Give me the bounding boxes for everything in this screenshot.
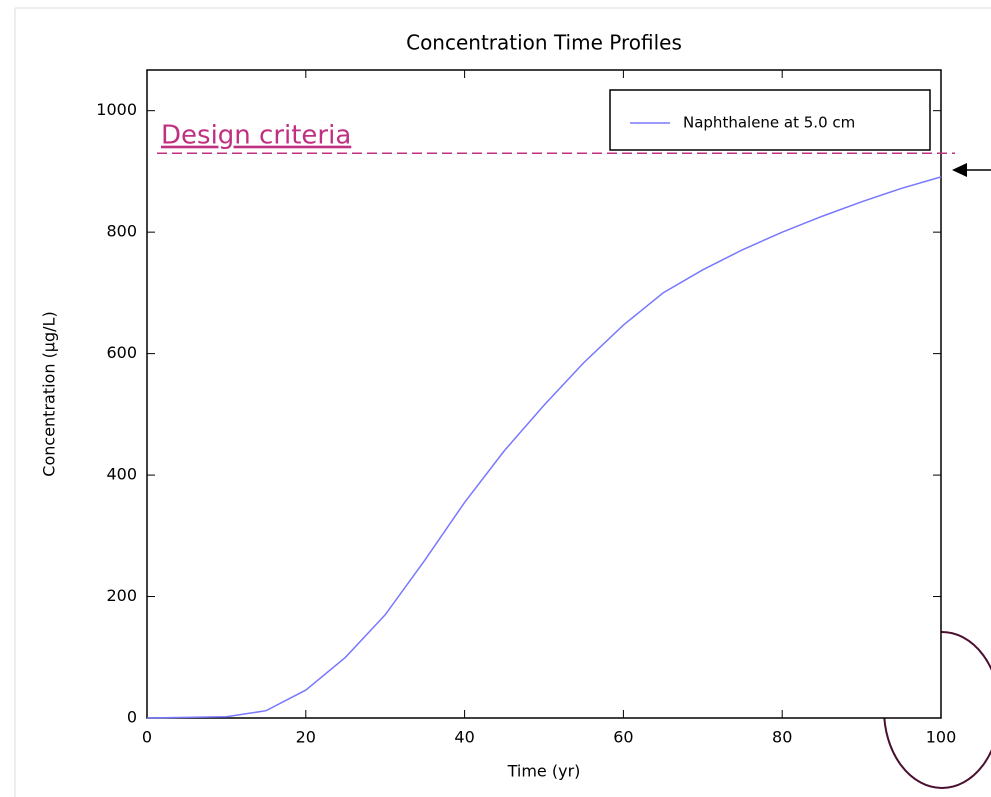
chart-title: Concentration Time Profiles: [406, 31, 682, 55]
x-tick-label: 0: [142, 728, 152, 747]
x-tick-label: 60: [613, 728, 633, 747]
arrow-head: [952, 163, 967, 177]
x-tick-label: 40: [454, 728, 474, 747]
x-tick-label: 80: [772, 728, 792, 747]
legend-label: Naphthalene at 5.0 cm: [683, 114, 855, 132]
x-tick-label: 100: [926, 728, 957, 747]
y-tick-label: 800: [106, 222, 137, 241]
plot-area: [146, 69, 942, 719]
data-line: [146, 176, 942, 719]
x-axis-label: Time (yr): [507, 762, 581, 781]
annotation-text: Design criteria: [161, 121, 351, 151]
x-tick-label: 20: [296, 728, 316, 747]
y-axis-label: Concentration (µg/L): [40, 311, 59, 476]
y-tick-label: 400: [106, 465, 137, 484]
legend-box: [609, 89, 931, 151]
y-tick-label: 0: [127, 708, 137, 727]
y-tick-label: 200: [106, 586, 137, 605]
y-tick-label: 1000: [96, 100, 137, 119]
y-tick-label: 600: [106, 343, 137, 362]
